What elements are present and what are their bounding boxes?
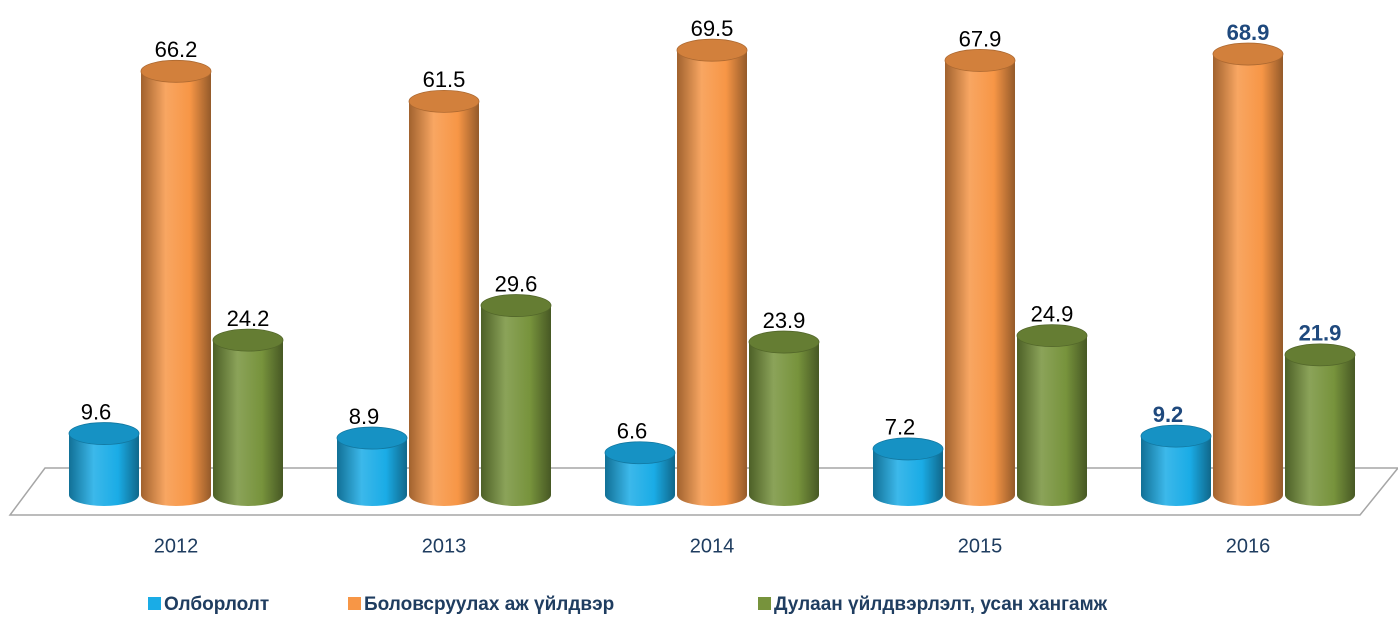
cylinder	[480, 294, 552, 506]
data-label: 68.9	[1227, 20, 1270, 45]
cylinder	[604, 441, 676, 506]
data-label: 9.6	[81, 399, 112, 424]
x-tick-label: 2014	[690, 535, 735, 557]
legend-label: Дулаан үйлдвэрлэлт, усан хангамж	[774, 594, 1108, 615]
legend-label: Олборлолт	[164, 594, 269, 615]
data-label: 24.9	[1031, 301, 1074, 326]
legend-swatch	[148, 597, 161, 610]
data-label: 69.5	[691, 16, 734, 41]
data-label: 61.5	[423, 67, 466, 92]
data-label: 6.6	[617, 419, 648, 444]
data-label: 7.2	[885, 415, 916, 440]
data-label: 66.2	[155, 37, 198, 62]
data-label: 23.9	[763, 308, 806, 333]
x-tick-label: 2012	[154, 535, 199, 557]
x-tick-label: 2016	[1226, 535, 1271, 557]
data-label: 21.9	[1299, 321, 1342, 346]
data-label: 24.2	[227, 306, 270, 331]
cylinder	[212, 328, 284, 506]
cylinder	[872, 437, 944, 506]
x-tick-label: 2013	[422, 535, 467, 557]
data-label: 29.6	[495, 271, 538, 296]
cylinder	[1140, 424, 1212, 506]
floor	[8, 467, 1398, 516]
cylinder	[676, 38, 748, 506]
legend-swatch	[348, 597, 361, 610]
cylinder	[336, 426, 408, 506]
cylinder	[68, 422, 140, 506]
cylinder	[1284, 343, 1356, 506]
cylinder	[1016, 324, 1088, 506]
x-tick-label: 2015	[958, 535, 1003, 557]
data-label: 8.9	[349, 404, 380, 429]
cylinder	[748, 330, 820, 506]
legend-label: Боловсруулах аж үйлдвэр	[364, 594, 614, 615]
cylinder	[408, 90, 480, 506]
legend-swatch	[758, 597, 771, 610]
cylinder	[944, 49, 1016, 506]
data-label: 67.9	[959, 26, 1002, 51]
cylinder	[1212, 42, 1284, 506]
data-label: 9.2	[1153, 402, 1184, 427]
cylinder	[140, 59, 212, 506]
